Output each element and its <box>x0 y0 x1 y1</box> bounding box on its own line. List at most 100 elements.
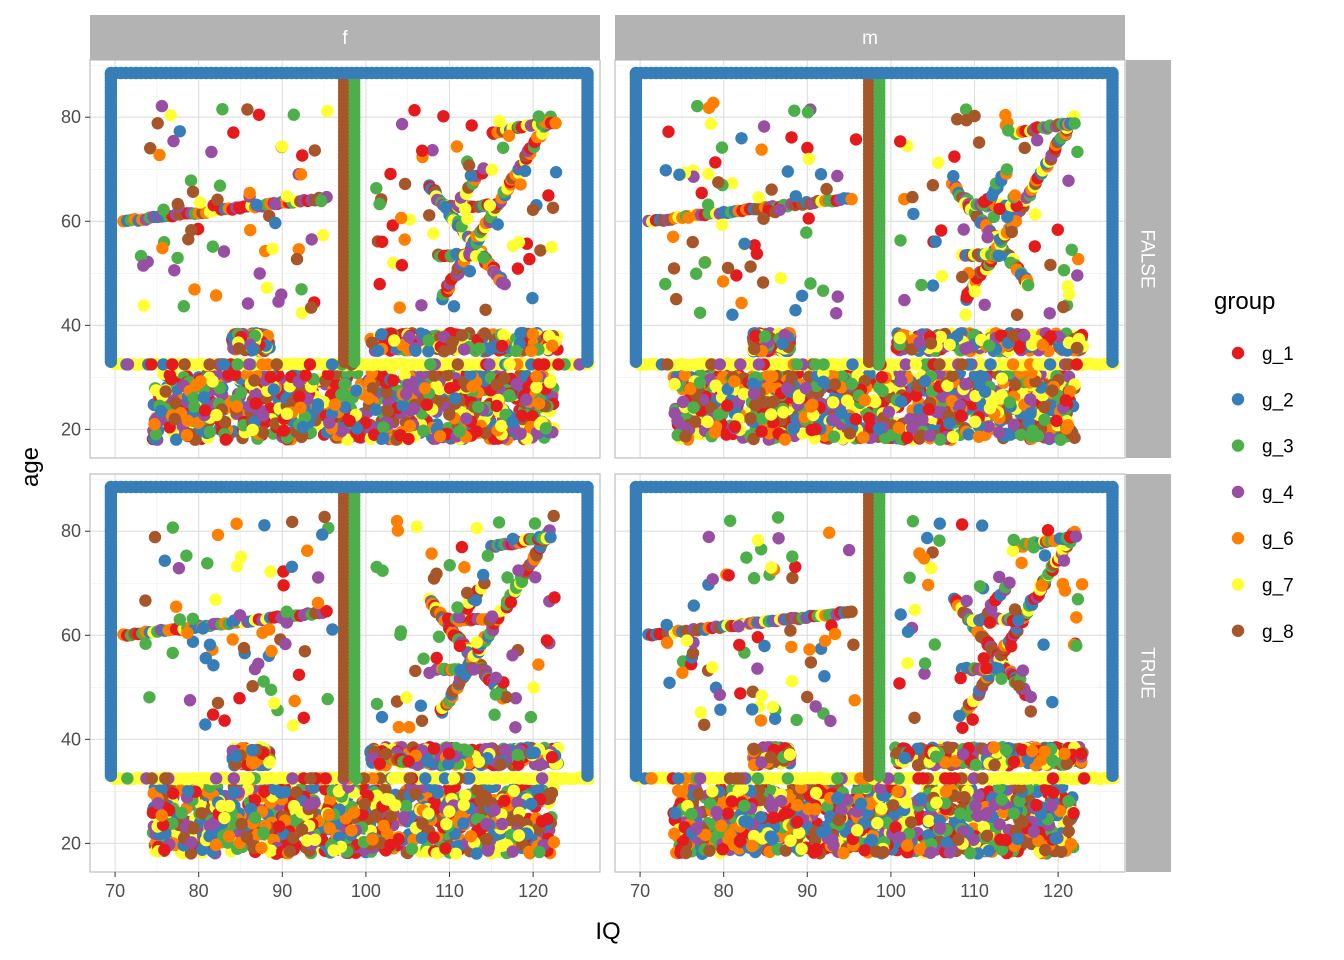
point-g_7 <box>321 104 334 118</box>
point-g_6 <box>1008 189 1022 202</box>
point-g_7 <box>969 415 982 428</box>
point-g_1 <box>227 126 240 139</box>
point-g_1 <box>755 425 768 438</box>
point-g_7 <box>702 167 715 181</box>
point-g_7 <box>149 384 163 397</box>
point-g_8 <box>232 342 245 355</box>
point-g_8 <box>951 113 964 126</box>
point-g_3 <box>693 376 706 389</box>
point-g_3 <box>1021 278 1035 292</box>
point-g_3 <box>801 106 815 119</box>
point-g_1 <box>721 399 734 412</box>
point-g_8 <box>765 183 778 196</box>
point-g_2 <box>369 403 382 416</box>
point-g_6 <box>153 148 166 162</box>
point-g_2 <box>781 165 794 178</box>
point-g_8 <box>712 176 725 189</box>
point-g_6 <box>845 192 858 206</box>
point-g_7 <box>542 330 556 343</box>
point-g_2 <box>943 417 956 430</box>
point-g_1 <box>416 144 429 157</box>
point-g_8 <box>479 303 492 316</box>
point-g_2 <box>629 68 643 81</box>
point-g_4 <box>137 259 150 272</box>
point-g_7 <box>935 270 949 283</box>
point-g_6 <box>666 230 680 243</box>
point-g_8 <box>241 103 254 116</box>
point-g_8 <box>661 358 674 371</box>
point-g_1 <box>252 108 266 122</box>
point-g_1 <box>532 358 545 371</box>
point-g_1 <box>277 424 291 437</box>
panel-m-FALSE <box>614 59 1126 459</box>
point-g_4 <box>773 203 786 216</box>
point-g_4 <box>713 358 726 371</box>
point-g_8 <box>1057 300 1070 314</box>
point-g_6 <box>549 116 562 130</box>
point-g_4 <box>168 264 181 277</box>
point-g_2 <box>311 400 324 413</box>
point-g_4 <box>121 358 135 371</box>
point-g_8 <box>479 427 492 440</box>
point-g_2 <box>350 384 363 397</box>
point-g_1 <box>523 252 536 266</box>
point-g_4 <box>1007 418 1021 431</box>
panels-layer <box>89 59 1126 873</box>
point-g_7 <box>280 190 294 203</box>
point-g_8 <box>843 427 857 440</box>
point-g_8 <box>670 292 683 306</box>
point-g_8 <box>398 177 412 191</box>
point-g_3 <box>177 300 190 313</box>
point-g_1 <box>849 133 863 146</box>
point-g_3 <box>809 358 822 371</box>
point-g_8 <box>679 430 692 443</box>
point-g_4 <box>268 197 281 211</box>
point-g_7 <box>777 406 790 419</box>
point-g_1 <box>198 404 212 417</box>
point-g_3 <box>295 283 308 296</box>
point-g_1 <box>801 141 814 155</box>
point-g_8 <box>151 117 164 130</box>
point-g_7 <box>668 377 681 391</box>
point-g_3 <box>287 108 300 121</box>
panel-f-FALSE <box>89 59 601 459</box>
point-g_6 <box>148 418 161 431</box>
point-g_8 <box>290 252 304 266</box>
point-g_6 <box>194 375 207 388</box>
point-g_6 <box>188 283 201 296</box>
point-g_1 <box>542 189 555 202</box>
point-g_1 <box>465 119 478 132</box>
point-g_3 <box>134 249 148 263</box>
point-g_4 <box>457 343 471 356</box>
point-g_3 <box>532 110 545 123</box>
point-g_1 <box>993 202 1006 216</box>
point-g_7 <box>827 396 840 409</box>
point-g_8 <box>443 408 456 421</box>
point-g_3 <box>171 251 184 265</box>
point-g_2 <box>447 300 461 313</box>
point-g_3 <box>698 256 711 269</box>
point-g_8 <box>441 368 454 382</box>
point-g_2 <box>735 132 748 145</box>
point-g_2 <box>375 328 388 341</box>
point-g_4 <box>483 358 496 371</box>
point-g_3 <box>1068 117 1081 130</box>
point-g_4 <box>1071 269 1084 282</box>
point-g_6 <box>418 382 432 395</box>
point-g_3 <box>1038 413 1051 426</box>
point-g_1 <box>264 371 277 384</box>
point-g_2 <box>846 358 859 371</box>
point-g_7 <box>483 199 496 212</box>
point-g_6 <box>294 168 308 181</box>
point-g_8 <box>686 235 699 249</box>
point-g_7 <box>701 415 714 428</box>
point-g_2 <box>787 422 800 435</box>
point-g_4 <box>498 277 511 291</box>
point-g_3 <box>659 277 672 291</box>
point-g_8 <box>946 369 959 382</box>
point-g_2 <box>973 378 986 392</box>
point-g_3 <box>915 278 928 292</box>
point-g_6 <box>857 431 870 444</box>
point-g_2 <box>926 279 940 292</box>
point-g_3 <box>338 377 351 391</box>
